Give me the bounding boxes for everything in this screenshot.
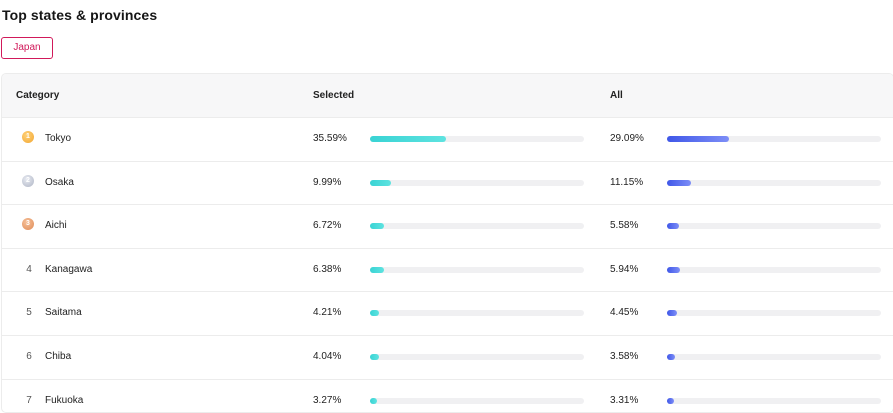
category-name: Fukuoka	[45, 394, 84, 406]
category-name: Kanagawa	[45, 263, 93, 275]
selected-bar-fill	[370, 266, 384, 273]
selected-bar-fill	[370, 397, 377, 404]
table-row[interactable]: 2 Osaka 9.99% 11.15%	[2, 162, 893, 206]
rank-number: 6	[26, 350, 32, 362]
selected-percent: 3.27%	[313, 394, 342, 406]
rank-medal-icon: 1	[22, 131, 36, 145]
table-row[interactable]: 5 Saitama 4.21% 4.45%	[2, 292, 893, 336]
selected-percent: 35.59%	[313, 133, 347, 144]
selected-bar-track	[370, 266, 584, 273]
all-percent: 5.58%	[610, 220, 639, 232]
states-table: Category Selected All 1 Tokyo 35.59% 29.09%…	[1, 73, 893, 413]
all-bar-fill	[667, 266, 680, 273]
selected-bar-fill	[370, 353, 379, 360]
rank-medal-icon: 2	[22, 174, 36, 189]
all-bar-fill	[667, 179, 691, 186]
rank-number: 7	[26, 394, 32, 406]
table-row[interactable]: 3 Aichi 6.72% 5.58%	[2, 205, 893, 249]
table-row[interactable]: 7 Fukuoka 3.27% 3.31%	[2, 380, 893, 412]
all-bar-track	[667, 266, 881, 273]
all-bar-track	[667, 223, 881, 230]
category-name: Osaka	[45, 176, 74, 188]
table-body: 1 Tokyo 35.59% 29.09% 2 Osaka 9.99% 11.15% 3 Aich…	[2, 118, 893, 412]
header-all[interactable]: All	[610, 90, 623, 101]
all-bar-fill	[667, 223, 679, 230]
table-row[interactable]: 4 Kanagawa 6.38% 5.94%	[2, 249, 893, 293]
selected-bar-fill	[370, 310, 379, 317]
selected-bar-track	[370, 397, 584, 404]
table-row[interactable]: 6 Chiba 4.04% 3.58%	[2, 336, 893, 380]
selected-bar-track	[370, 353, 584, 360]
category-name: Chiba	[45, 350, 72, 362]
gold-medal-icon: 1	[22, 131, 34, 143]
category-name: Tokyo	[45, 133, 72, 144]
section-title: Top states & provinces	[2, 7, 158, 23]
all-percent: 4.45%	[610, 307, 639, 319]
all-percent: 29.09%	[610, 133, 644, 144]
category-name: Aichi	[45, 220, 67, 232]
rank-number: 5	[26, 307, 32, 319]
selected-percent: 4.21%	[313, 307, 342, 319]
all-bar-fill	[667, 397, 675, 404]
selected-percent: 4.04%	[313, 350, 342, 362]
bronze-medal-icon: 3	[22, 218, 34, 231]
selected-bar-track	[370, 310, 584, 317]
selected-percent: 9.99%	[313, 176, 342, 188]
all-bar-fill	[667, 136, 730, 142]
selected-percent: 6.72%	[313, 220, 342, 232]
header-category[interactable]: Category	[16, 90, 60, 101]
all-percent: 11.15%	[610, 176, 644, 188]
all-percent: 5.94%	[610, 263, 639, 275]
all-bar-track	[667, 310, 881, 317]
table-row[interactable]: 1 Tokyo 35.59% 29.09%	[2, 118, 893, 162]
selected-bar-fill	[370, 223, 385, 230]
selected-bar-fill	[370, 179, 392, 186]
silver-medal-icon: 2	[22, 174, 34, 187]
all-percent: 3.31%	[610, 394, 639, 406]
all-bar-track	[667, 136, 881, 142]
rank-number: 4	[26, 263, 32, 275]
filter-chip-japan[interactable]: Japan	[1, 37, 53, 59]
selected-bar-track	[370, 136, 584, 142]
selected-bar-track	[370, 223, 584, 230]
table-header: Category Selected All	[2, 74, 893, 118]
selected-percent: 6.38%	[313, 263, 342, 275]
header-selected[interactable]: Selected	[313, 90, 355, 101]
all-bar-track	[667, 179, 881, 186]
all-percent: 3.58%	[610, 350, 639, 362]
selected-bar-fill	[370, 136, 447, 142]
rank-medal-icon: 3	[22, 218, 36, 232]
category-name: Saitama	[45, 307, 82, 319]
all-bar-fill	[667, 310, 677, 317]
all-bar-fill	[667, 353, 675, 360]
selected-bar-track	[370, 179, 584, 186]
all-bar-track	[667, 353, 881, 360]
all-bar-track	[667, 397, 881, 404]
